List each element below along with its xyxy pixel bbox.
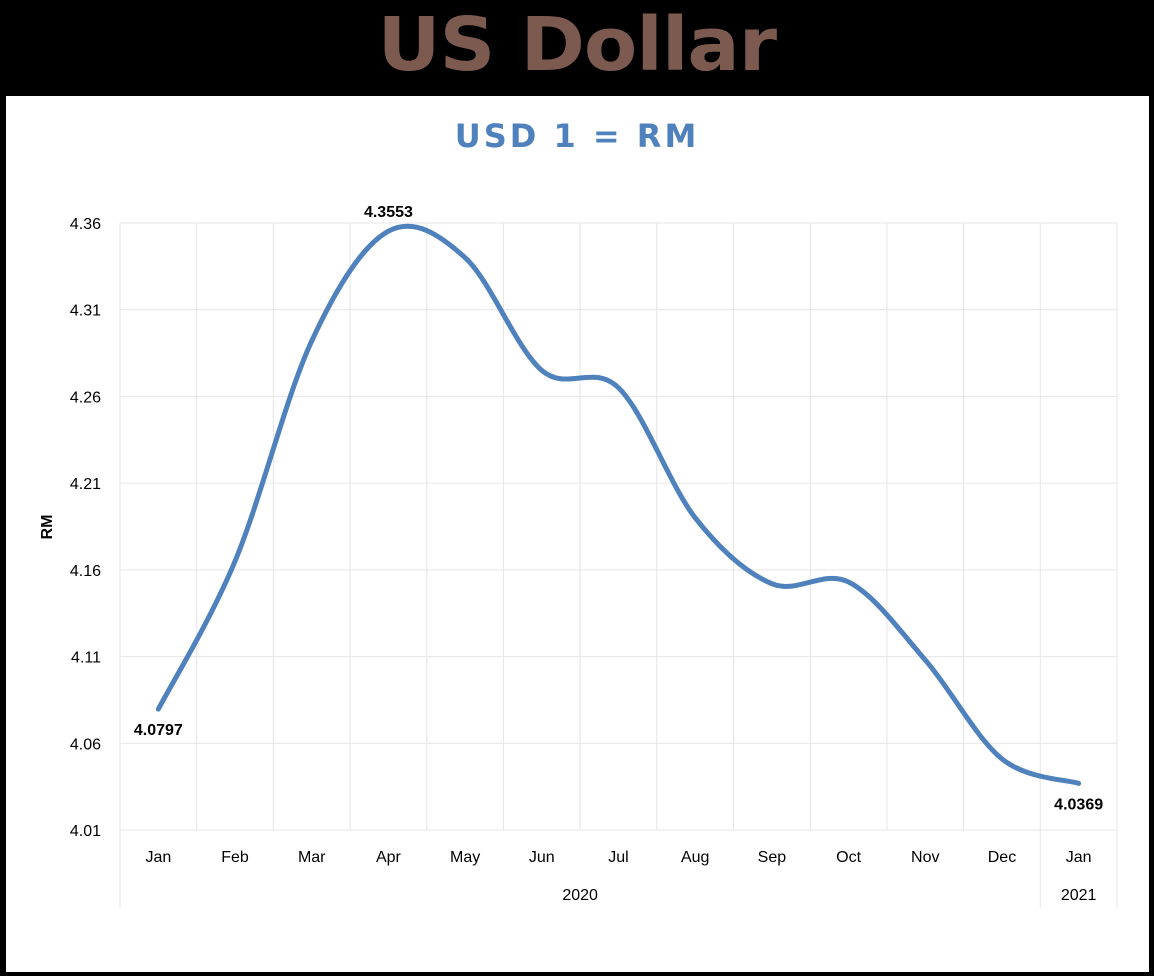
series-line — [155, 223, 1082, 786]
y-tick-label: 4.21 — [70, 476, 101, 493]
x-tick-label: Aug — [681, 849, 709, 866]
y-tick-label: 4.31 — [70, 303, 101, 320]
x-tick-label: Jan — [145, 849, 171, 866]
y-tick-label: 4.36 — [70, 216, 101, 233]
x-tick-label: Jan — [1066, 849, 1092, 866]
y-tick-label: 4.16 — [70, 563, 101, 580]
gridlines — [119, 222, 1118, 908]
x-tick-label: Apr — [376, 849, 402, 866]
x-axis-ticks: Jan Feb Mar Apr May Jun Jul Aug Sep Oct Nov Dec Jan 2… — [145, 849, 1096, 904]
y-axis-label: RM — [39, 515, 56, 540]
chart-title: USD 1 = RM — [455, 117, 700, 155]
x-tick-label: Feb — [221, 849, 249, 866]
y-axis-ticks: 4.36 4.31 4.26 4.21 4.16 4.11 4.06 4.01 — [70, 216, 101, 840]
x-tick-label: Mar — [298, 849, 326, 866]
data-label: 4.0797 — [134, 722, 183, 739]
y-tick-label: 4.11 — [71, 650, 101, 667]
y-tick-label: 4.26 — [70, 389, 101, 406]
year-group-label: 2021 — [1061, 887, 1097, 904]
x-tick-label: Nov — [911, 849, 939, 866]
data-labels: 4.0797 4.3553 4.0369 — [134, 204, 1103, 813]
x-tick-label: Sep — [758, 849, 787, 866]
banner: US Dollar — [0, 0, 1154, 96]
x-tick-label: Dec — [988, 849, 1016, 866]
series-line-group — [155, 223, 1082, 786]
banner-title: US Dollar — [377, 2, 778, 88]
x-tick-label: Oct — [836, 849, 861, 866]
data-label: 4.0369 — [1054, 796, 1103, 813]
x-tick-label: Jun — [529, 849, 555, 866]
year-group-label: 2020 — [562, 887, 598, 904]
data-label: 4.3553 — [364, 204, 413, 221]
y-tick-label: 4.06 — [70, 736, 101, 753]
x-tick-label: May — [450, 849, 480, 866]
x-tick-label: Jul — [608, 849, 628, 866]
y-tick-label: 4.01 — [70, 823, 101, 840]
